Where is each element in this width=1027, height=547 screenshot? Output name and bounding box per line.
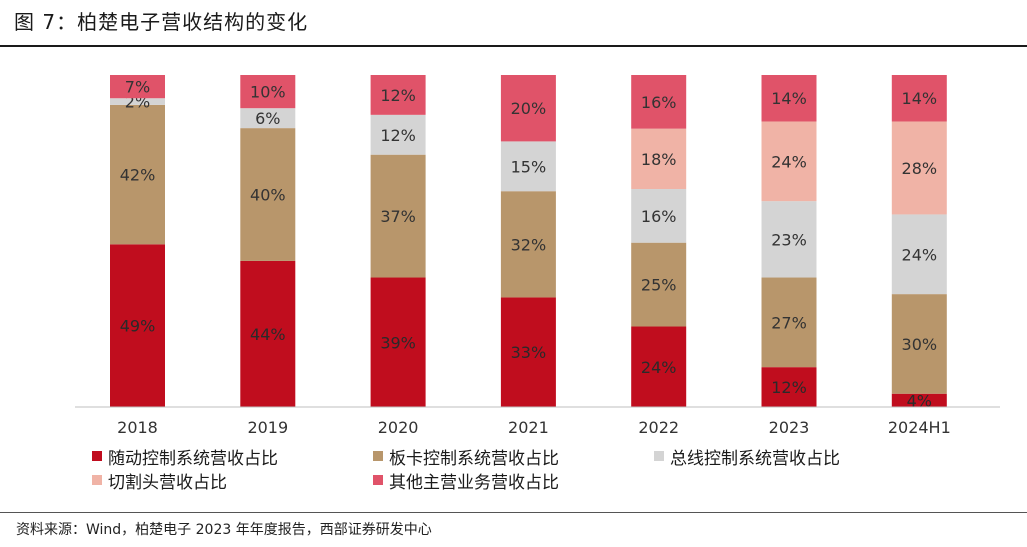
data-label-2022-s4: 16% [641, 93, 677, 112]
legend-row-0: 随动控制系统营收占比 板卡控制系统营收占比 总线控制系统营收占比 [92, 444, 992, 469]
bar-segment-2023-s0 [761, 367, 817, 407]
legend-swatch [654, 451, 664, 461]
data-label-2022-s3: 18% [641, 150, 677, 169]
bar-segment-2018-s0 [110, 244, 165, 407]
legend: 随动控制系统营收占比 板卡控制系统营收占比 总线控制系统营收占比切割头营收占比 其他主… [92, 444, 992, 493]
stacked-bar-chart: 49%42%2%7%44%40%6%10%39%37%12%12%33%32%1… [75, 75, 1000, 437]
legend-label: 其他主营业务营收占比 [389, 472, 559, 493]
data-label-2024H1-s1: 30% [902, 335, 938, 354]
data-label-2023-s0: 12% [771, 378, 807, 397]
data-label-2019-s2: 6% [255, 109, 280, 128]
data-label-2023-s3: 24% [771, 152, 807, 171]
legend-label: 板卡控制系统营收占比 [389, 448, 559, 469]
bar-segment-2021-s2 [500, 141, 556, 192]
bar-segment-2024H1-s0 [891, 393, 947, 407]
bar-segment-2019-s2 [240, 108, 296, 129]
legend-swatch [373, 451, 383, 461]
bar-segment-2024H1-s4 [891, 75, 947, 122]
chart-title: 图 7：柏楚电子营收结构的变化 [14, 10, 309, 34]
data-label-2019-s0: 44% [250, 325, 286, 344]
legend-swatch [92, 475, 102, 485]
data-label-2020-s0: 39% [380, 333, 416, 352]
bar-segment-2020-s2 [370, 114, 426, 155]
x-tick-label-2024H1: 2024H1 [888, 418, 951, 437]
bar-segment-2024H1-s1 [891, 294, 947, 394]
bar-segment-2020-s1 [370, 154, 426, 278]
bar-segment-2023-s2 [761, 201, 817, 278]
legend-swatch [92, 451, 102, 461]
source-note: 资料来源：Wind，柏楚电子 2023 年年度报告，西部证券研发中心 [16, 522, 432, 538]
legend-item: 切割头营收占比 [92, 468, 373, 493]
bar-segment-2019-s4 [240, 75, 296, 109]
x-tick-label-2021: 2021 [508, 418, 549, 437]
data-label-2024H1-s4: 14% [902, 89, 938, 108]
data-label-2020-s4: 12% [380, 86, 416, 105]
bar-segment-2020-s4 [370, 75, 426, 115]
data-label-2024H1-s2: 24% [902, 245, 938, 264]
data-label-2022-s0: 24% [641, 358, 677, 377]
bar-segment-2021-s1 [500, 191, 556, 298]
data-label-2021-s1: 32% [511, 235, 547, 254]
data-label-2018-s1: 42% [120, 166, 156, 185]
bar-segment-2022-s0 [631, 326, 687, 407]
data-label-2018-s4: 7% [125, 78, 150, 97]
bar-segment-2019-s0 [240, 260, 296, 407]
x-tick-label-2023: 2023 [769, 418, 810, 437]
bar-segment-2023-s1 [761, 277, 817, 368]
data-label-2023-s4: 14% [771, 89, 807, 108]
data-label-2020-s2: 12% [380, 126, 416, 145]
legend-item: 板卡控制系统营收占比 [373, 444, 654, 469]
data-label-2023-s1: 27% [771, 313, 807, 332]
legend-item: 总线控制系统营收占比 [654, 444, 935, 469]
data-label-2021-s0: 33% [511, 343, 547, 362]
bar-segment-2020-s0 [370, 277, 426, 407]
x-tick-label-2018: 2018 [117, 418, 158, 437]
bar-segment-2022-s1 [631, 242, 687, 327]
bar-segment-2021-s4 [500, 75, 556, 142]
data-label-2018-s0: 49% [120, 317, 156, 336]
legend-swatch [373, 475, 383, 485]
bar-segment-2024H1-s2 [891, 214, 947, 295]
legend-item: 随动控制系统营收占比 [92, 444, 373, 469]
bar-segment-2018-s1 [110, 104, 165, 245]
data-label-2021-s2: 15% [511, 157, 547, 176]
x-tick-label-2019: 2019 [247, 418, 288, 437]
bar-segment-2018-s4 [110, 75, 165, 99]
x-axis-tick-labels: 2018 2019 2020 2021 2022 2023 2024H1 [117, 418, 951, 437]
x-tick-label-2022: 2022 [638, 418, 679, 437]
title-divider [0, 45, 1027, 47]
data-label-2019-s1: 40% [250, 186, 286, 205]
bar-segment-2022-s4 [631, 75, 687, 129]
data-label-2024H1-s0: 4% [907, 391, 932, 410]
x-tick-label-2020: 2020 [378, 418, 419, 437]
bars-group: 49%42%2%7%44%40%6%10%39%37%12%12%33%32%1… [110, 75, 947, 410]
legend-item: 其他主营业务营收占比 [373, 468, 654, 493]
legend-row-1: 切割头营收占比 其他主营业务营收占比 [92, 468, 992, 493]
bar-segment-2023-s4 [761, 75, 817, 122]
bar-segment-2018-s2 [110, 98, 165, 105]
data-label-2020-s1: 37% [380, 207, 416, 226]
bar-segment-2022-s3 [631, 128, 687, 190]
legend-label: 总线控制系统营收占比 [670, 448, 840, 469]
data-label-2022-s1: 25% [641, 276, 677, 295]
data-label-2019-s4: 10% [250, 83, 286, 102]
data-label-2022-s2: 16% [641, 207, 677, 226]
footer-divider [0, 512, 1027, 513]
bar-segment-2021-s0 [500, 297, 556, 407]
legend-label: 切割头营收占比 [108, 472, 227, 493]
data-label-2024H1-s3: 28% [902, 159, 938, 178]
legend-label: 随动控制系统营收占比 [108, 448, 278, 469]
bar-segment-2019-s1 [240, 128, 296, 261]
bar-segment-2022-s2 [631, 189, 687, 243]
bar-segment-2024H1-s3 [891, 121, 947, 215]
data-label-2023-s2: 23% [771, 230, 807, 249]
bar-segment-2023-s3 [761, 121, 817, 202]
data-label-2021-s4: 20% [511, 99, 547, 118]
